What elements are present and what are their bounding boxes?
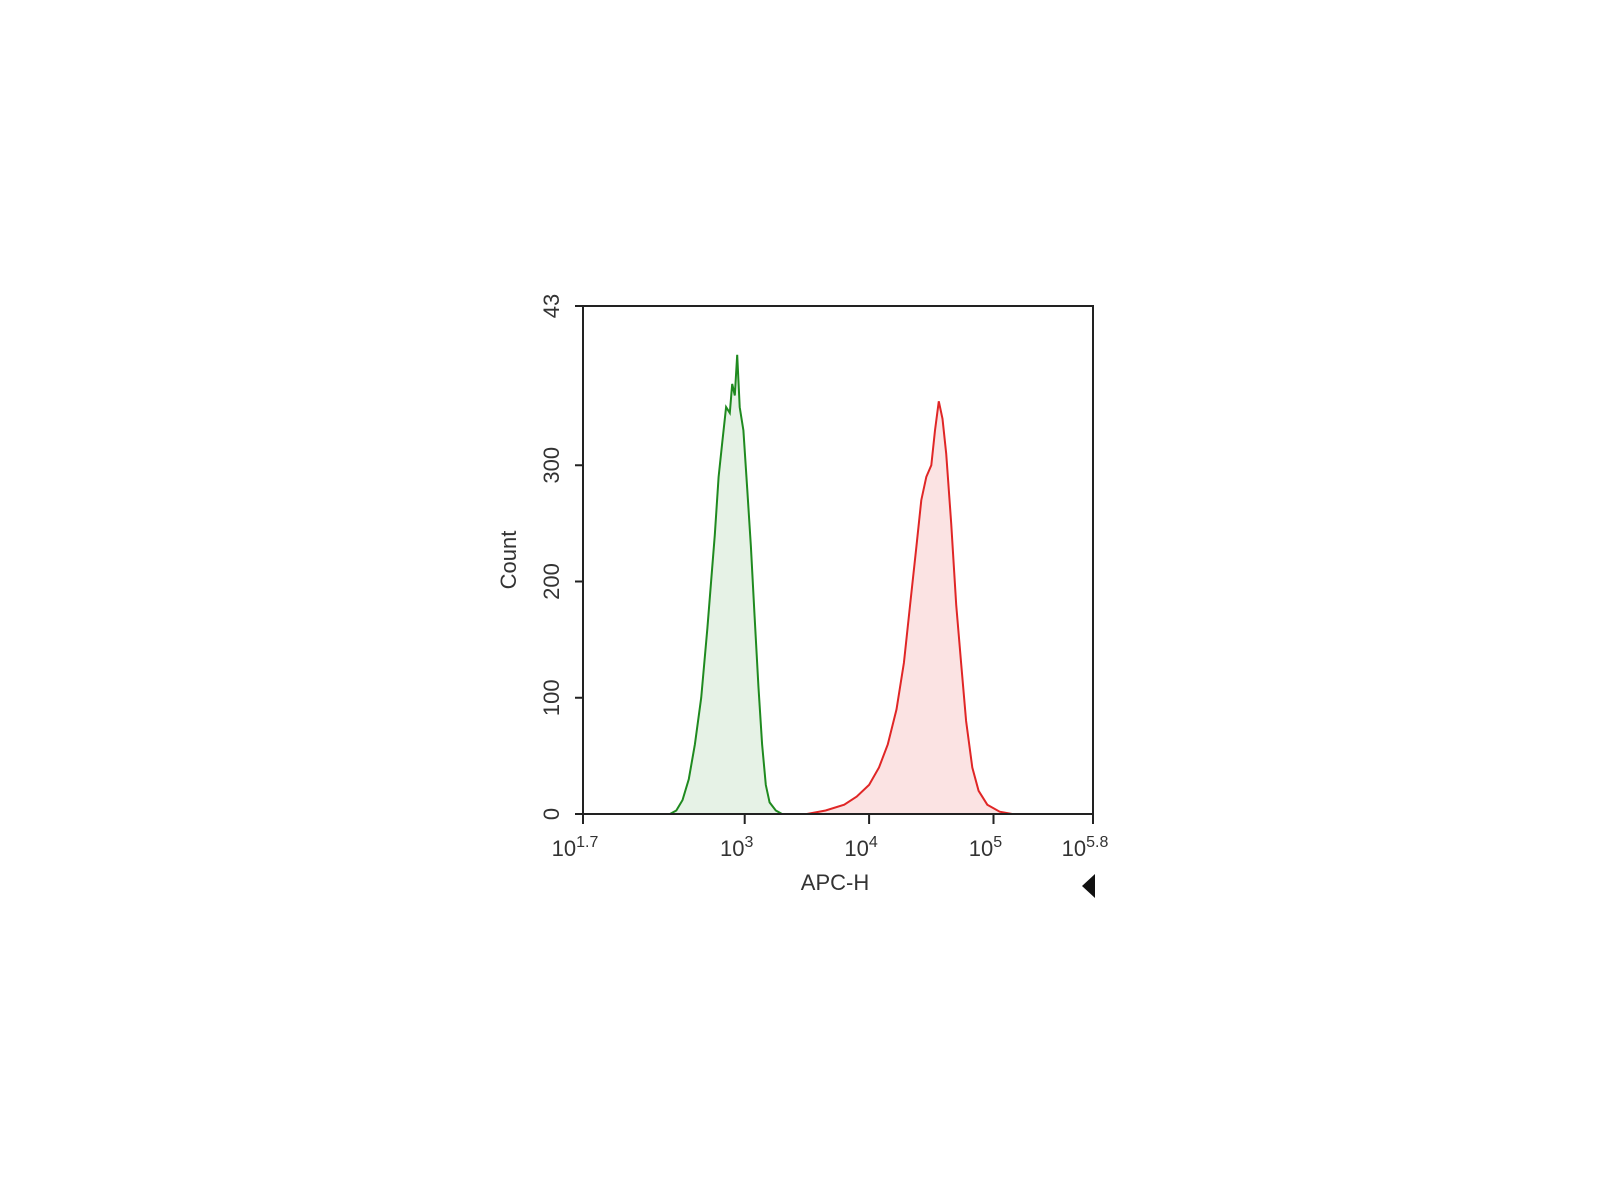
tick-exponent: 4 bbox=[869, 834, 878, 851]
tick-base: 10 bbox=[969, 836, 993, 861]
tick-exponent: 1.7 bbox=[576, 834, 598, 851]
line bbox=[669, 354, 783, 815]
area bbox=[806, 401, 1013, 814]
x-axis-label: APC-H bbox=[801, 870, 869, 895]
tick-base: 10 bbox=[720, 836, 744, 861]
x-tick-label: 105 bbox=[969, 834, 1002, 861]
tick-base: 10 bbox=[1062, 836, 1086, 861]
y-axis-label: Count bbox=[496, 531, 521, 590]
x-tick-label: 103 bbox=[720, 834, 753, 861]
x-tick-label: 101.7 bbox=[552, 834, 599, 861]
gate-arrow bbox=[1082, 874, 1095, 898]
x-tick-label: 105.8 bbox=[1062, 834, 1109, 861]
tick-exponent: 5 bbox=[993, 834, 1002, 851]
area bbox=[670, 354, 782, 814]
tick-base: 10 bbox=[844, 836, 868, 861]
tick-exponent: 5.8 bbox=[1086, 834, 1108, 851]
plot-frame bbox=[582, 305, 1094, 815]
tick-base: 10 bbox=[552, 836, 576, 861]
line bbox=[806, 401, 1013, 815]
x-tick-label: 104 bbox=[844, 834, 877, 861]
y-tick-label: 200 bbox=[539, 563, 564, 600]
y-tick-label: 300 bbox=[539, 447, 564, 484]
y-tick-label: 100 bbox=[539, 679, 564, 716]
tick-exponent: 3 bbox=[744, 834, 753, 851]
y-tick-label: 43 bbox=[539, 294, 564, 318]
y-tick-label: 0 bbox=[539, 808, 564, 820]
